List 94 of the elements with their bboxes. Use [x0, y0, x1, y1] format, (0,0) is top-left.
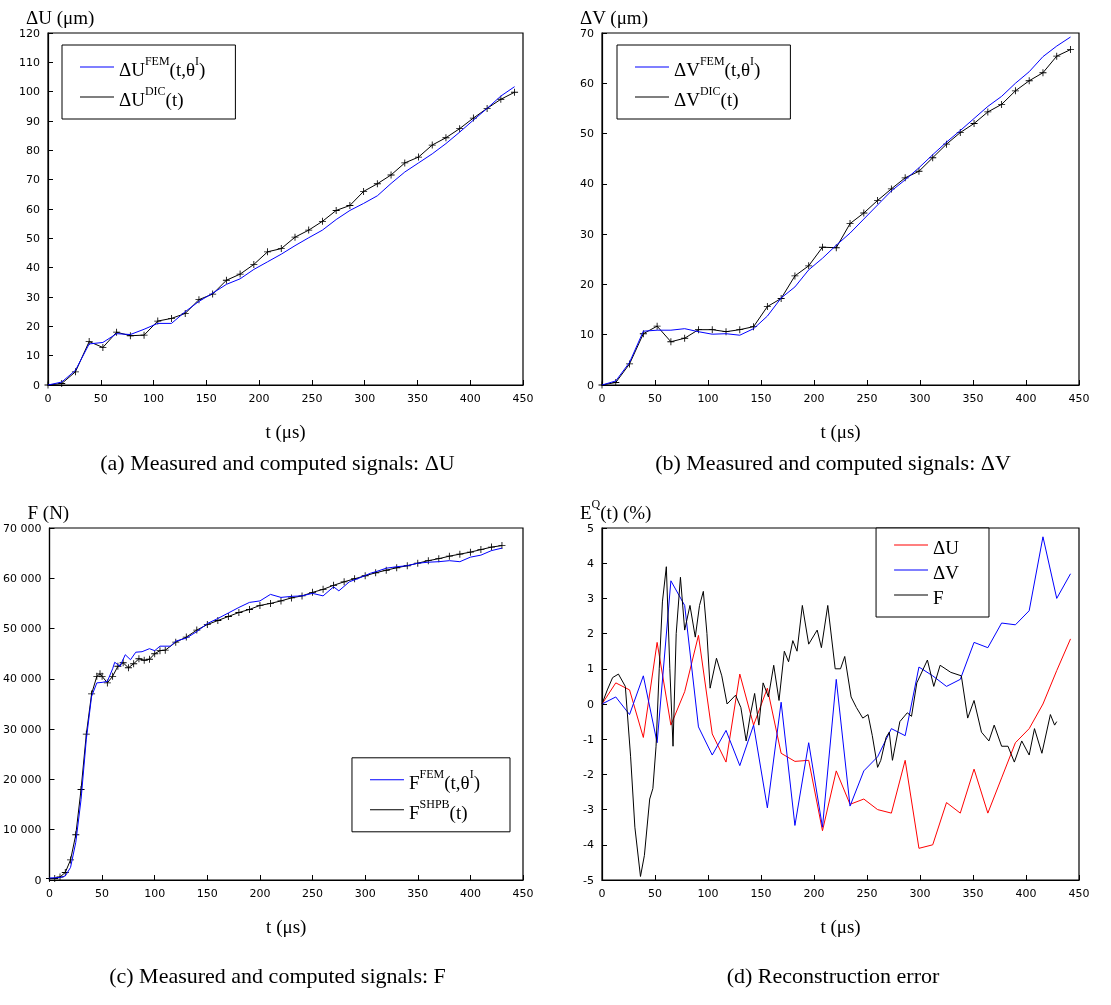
y-tick-label: 90 [26, 114, 40, 128]
text: (d) Reconstruction error [726, 962, 940, 988]
x-tick-label: 50 [93, 392, 108, 405]
x-tick-label: 200 [248, 392, 270, 405]
y-tick-label: 0 [587, 697, 594, 711]
y-tick-label: 30 000 [2, 722, 42, 736]
y-tick-label: 60 [580, 76, 594, 90]
x-tick-label: 350 [962, 887, 984, 900]
x-axis-title: t (μs) [820, 421, 861, 443]
y-axis-title: ΔV (μm) [580, 7, 648, 29]
y-tick-label: 60 [26, 202, 40, 216]
x-tick-label: 350 [962, 392, 984, 405]
y-tick-label: 50 [580, 127, 594, 141]
x-tick-label: 400 [459, 392, 481, 405]
y-tick-label: 0 [33, 378, 40, 392]
y-tick-label: 20 [580, 277, 594, 291]
text: (b) Measured and computed signals: ΔV [655, 449, 1011, 475]
x-tick-label: 100 [697, 887, 719, 900]
y-tick-label: -5 [583, 873, 594, 887]
y-tick-label: 2 [587, 627, 594, 641]
y-tick-label: -3 [583, 803, 594, 817]
x-tick-label: 200 [803, 887, 825, 900]
y-tick-label: 4 [587, 556, 594, 570]
x-tick-label: 250 [301, 392, 323, 405]
x-tick-label: 50 [648, 887, 662, 900]
y-tick-label: 40 000 [2, 672, 42, 686]
x-tick-label: 0 [598, 392, 606, 405]
x-tick-label: 400 [1015, 392, 1037, 405]
x-tick-label: 0 [44, 392, 52, 405]
x-tick-label: 150 [750, 392, 772, 405]
x-tick-label: 350 [406, 392, 428, 405]
x-tick-label: 200 [249, 887, 271, 900]
y-tick-label: -2 [583, 767, 594, 781]
x-axis-title: t (μs) [820, 916, 861, 938]
x-tick-label: 450 [1068, 392, 1090, 405]
x-tick-label: 250 [856, 887, 878, 900]
x-tick-label: 0 [598, 887, 606, 900]
x-tick-label: 150 [195, 392, 217, 405]
y-tick-label: 5 [587, 521, 594, 535]
x-tick-label: 450 [512, 887, 534, 900]
y-tick-label: 60 000 [2, 571, 42, 585]
y-tick-label: 30 [580, 227, 594, 241]
y-tick-label: 3 [587, 591, 594, 605]
x-tick-label: 100 [144, 887, 166, 900]
x-tick-label: 350 [407, 887, 429, 900]
x-tick-label: 50 [648, 392, 662, 405]
legend-label: ΔV [933, 562, 960, 583]
x-tick-label: 400 [459, 887, 481, 900]
legend-label: ΔU [933, 537, 960, 558]
x-tick-label: 200 [803, 392, 825, 405]
x-axis-title: t (μs) [266, 916, 307, 938]
y-tick-label: 40 [26, 261, 40, 275]
y-tick-label: 70 [26, 173, 40, 187]
x-tick-label: 300 [909, 392, 931, 405]
x-tick-label: 450 [1068, 887, 1090, 900]
text: (c) Measured and computed signals: F [109, 962, 446, 988]
y-tick-label: -1 [583, 732, 594, 746]
x-tick-label: 250 [302, 887, 324, 900]
x-tick-label: 100 [143, 392, 165, 405]
x-tick-label: 150 [196, 887, 218, 900]
x-tick-label: 150 [750, 887, 772, 900]
x-tick-label: 300 [909, 887, 931, 900]
y-tick-label: 40 [580, 177, 594, 191]
y-tick-label: 1 [587, 662, 594, 676]
x-tick-label: 50 [95, 887, 110, 900]
y-tick-label: 20 000 [2, 772, 42, 786]
x-tick-label: 450 [512, 392, 534, 405]
y-tick-label: 120 [19, 26, 40, 40]
y-axis-title: F (N) [27, 502, 70, 524]
x-tick-label: 250 [856, 392, 878, 405]
y-tick-label: 0 [587, 378, 594, 392]
y-tick-label: 100 [19, 85, 40, 99]
x-tick-label: 100 [697, 392, 719, 405]
y-tick-label: 10 000 [2, 823, 42, 837]
y-tick-label: -4 [583, 838, 594, 852]
y-tick-label: 10 [26, 349, 40, 363]
y-tick-label: 0 [34, 873, 42, 887]
legend-label: F [933, 587, 944, 608]
y-tick-label: 80 [26, 143, 40, 157]
y-tick-label: 70 000 [2, 521, 42, 535]
x-tick-label: 300 [354, 887, 376, 900]
y-tick-label: 50 [26, 231, 40, 245]
y-tick-label: 30 [26, 290, 40, 304]
text: (a) Measured and computed signals: ΔU [100, 449, 455, 475]
y-tick-label: 110 [19, 55, 40, 69]
y-tick-label: 70 [580, 26, 594, 40]
y-axis-title: ΔU (μm) [26, 7, 95, 29]
y-tick-label: 50 000 [2, 622, 42, 636]
x-tick-label: 400 [1015, 887, 1037, 900]
x-tick-label: 0 [45, 887, 53, 900]
y-tick-label: 20 [26, 319, 40, 333]
x-tick-label: 300 [354, 392, 376, 405]
y-tick-label: 10 [580, 328, 594, 342]
x-axis-title: t (μs) [265, 421, 306, 443]
